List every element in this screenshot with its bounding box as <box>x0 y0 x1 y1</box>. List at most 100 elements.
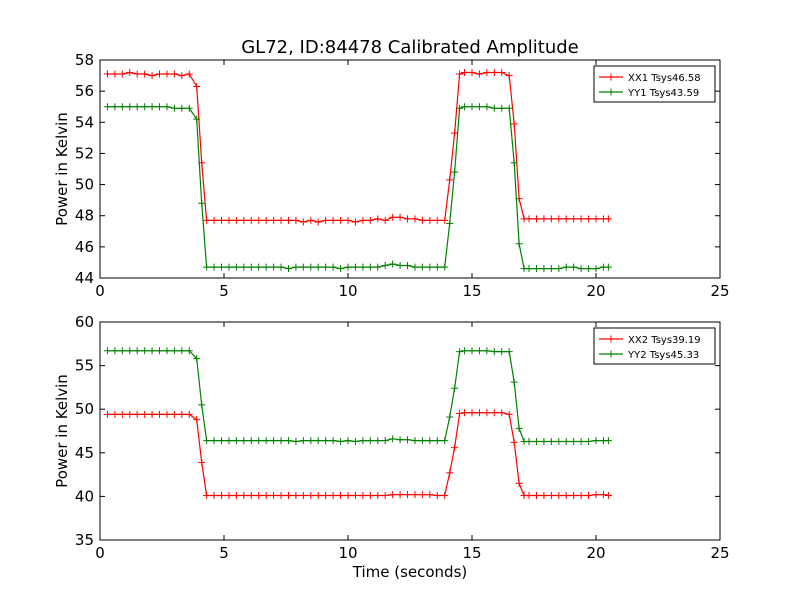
data-point <box>103 410 111 418</box>
data-point <box>126 410 134 418</box>
y-tick-label: 50 <box>75 176 94 194</box>
data-point <box>441 492 449 500</box>
data-point <box>396 262 404 270</box>
data-point <box>141 103 149 111</box>
data-point <box>111 103 119 111</box>
data-point <box>510 438 518 446</box>
data-point <box>604 437 612 445</box>
data-point <box>292 492 300 500</box>
data-point <box>292 437 300 445</box>
data-point <box>366 263 374 271</box>
data-point <box>148 347 156 355</box>
x-tick-label: 0 <box>95 282 105 300</box>
data-point <box>570 215 578 223</box>
data-point <box>163 70 171 78</box>
data-point <box>381 216 389 224</box>
data-point <box>185 70 193 78</box>
data-point <box>532 437 540 445</box>
data-point <box>451 168 459 176</box>
data-point <box>299 263 307 271</box>
data-point <box>483 68 491 76</box>
data-point <box>359 263 367 271</box>
data-point <box>322 263 330 271</box>
data-point <box>359 437 367 445</box>
y-tick-label: 46 <box>75 238 94 256</box>
data-point <box>381 437 389 445</box>
data-point <box>446 220 454 227</box>
x-tick-label: 0 <box>95 544 105 562</box>
data-point <box>344 492 352 500</box>
data-point <box>555 215 563 223</box>
data-point <box>210 216 218 224</box>
legend-box <box>593 327 716 365</box>
data-point <box>203 263 211 271</box>
legend-label: YY1 Tsys43.59 <box>627 88 699 99</box>
y-tick-label: 50 <box>75 400 94 418</box>
data-point <box>270 437 278 445</box>
data-point <box>284 437 292 445</box>
data-point <box>374 437 382 445</box>
legend-marker <box>607 88 615 96</box>
data-point <box>577 437 585 445</box>
data-point <box>359 492 367 500</box>
data-point <box>483 103 491 111</box>
data-point <box>218 437 226 445</box>
data-point <box>337 216 345 224</box>
data-point <box>604 215 612 223</box>
data-point <box>156 103 164 111</box>
legend-marker <box>607 335 615 343</box>
data-point <box>381 262 389 270</box>
data-point <box>232 492 240 500</box>
data-point <box>255 437 263 445</box>
data-point <box>103 347 111 355</box>
data-point <box>555 265 563 273</box>
legend-label: YY2 Tsys45.33 <box>627 350 699 361</box>
data-point <box>118 347 126 355</box>
data-point <box>592 265 600 273</box>
data-point <box>218 263 226 271</box>
x-axis-label: Time (seconds) <box>352 563 468 581</box>
data-point <box>337 437 345 445</box>
data-point <box>604 263 612 271</box>
data-point <box>396 491 404 499</box>
data-point <box>103 103 111 111</box>
data-point <box>118 70 126 78</box>
data-point <box>225 216 233 224</box>
x-tick-label: 10 <box>338 282 357 300</box>
x-tick-label: 20 <box>586 282 605 300</box>
data-point <box>532 265 540 273</box>
data-point <box>126 68 134 76</box>
data-point <box>570 437 578 445</box>
data-point <box>329 437 337 445</box>
data-point <box>299 218 307 226</box>
data-point <box>133 103 141 111</box>
data-point <box>426 216 434 224</box>
data-point <box>193 416 201 424</box>
data-point <box>322 437 330 445</box>
data-point <box>490 68 498 76</box>
data-point <box>255 216 263 224</box>
x-tick-label: 25 <box>710 544 729 562</box>
data-point <box>270 263 278 271</box>
data-point <box>555 437 563 445</box>
data-point <box>240 492 248 500</box>
data-point <box>433 437 441 445</box>
data-point <box>547 437 555 445</box>
data-point <box>525 437 533 445</box>
data-point <box>314 437 322 445</box>
y-tick-label: 54 <box>75 113 94 131</box>
data-point <box>446 176 454 184</box>
data-point <box>262 216 270 224</box>
data-point <box>396 213 404 221</box>
data-point <box>163 347 171 355</box>
data-point <box>451 444 459 452</box>
data-point <box>240 263 248 271</box>
y-tick-label: 45 <box>75 444 94 462</box>
data-point <box>374 492 382 500</box>
data-point <box>329 263 337 271</box>
data-point <box>203 216 211 224</box>
data-point <box>540 437 548 445</box>
data-point <box>461 347 469 355</box>
data-point <box>599 491 607 499</box>
data-point <box>210 437 218 445</box>
